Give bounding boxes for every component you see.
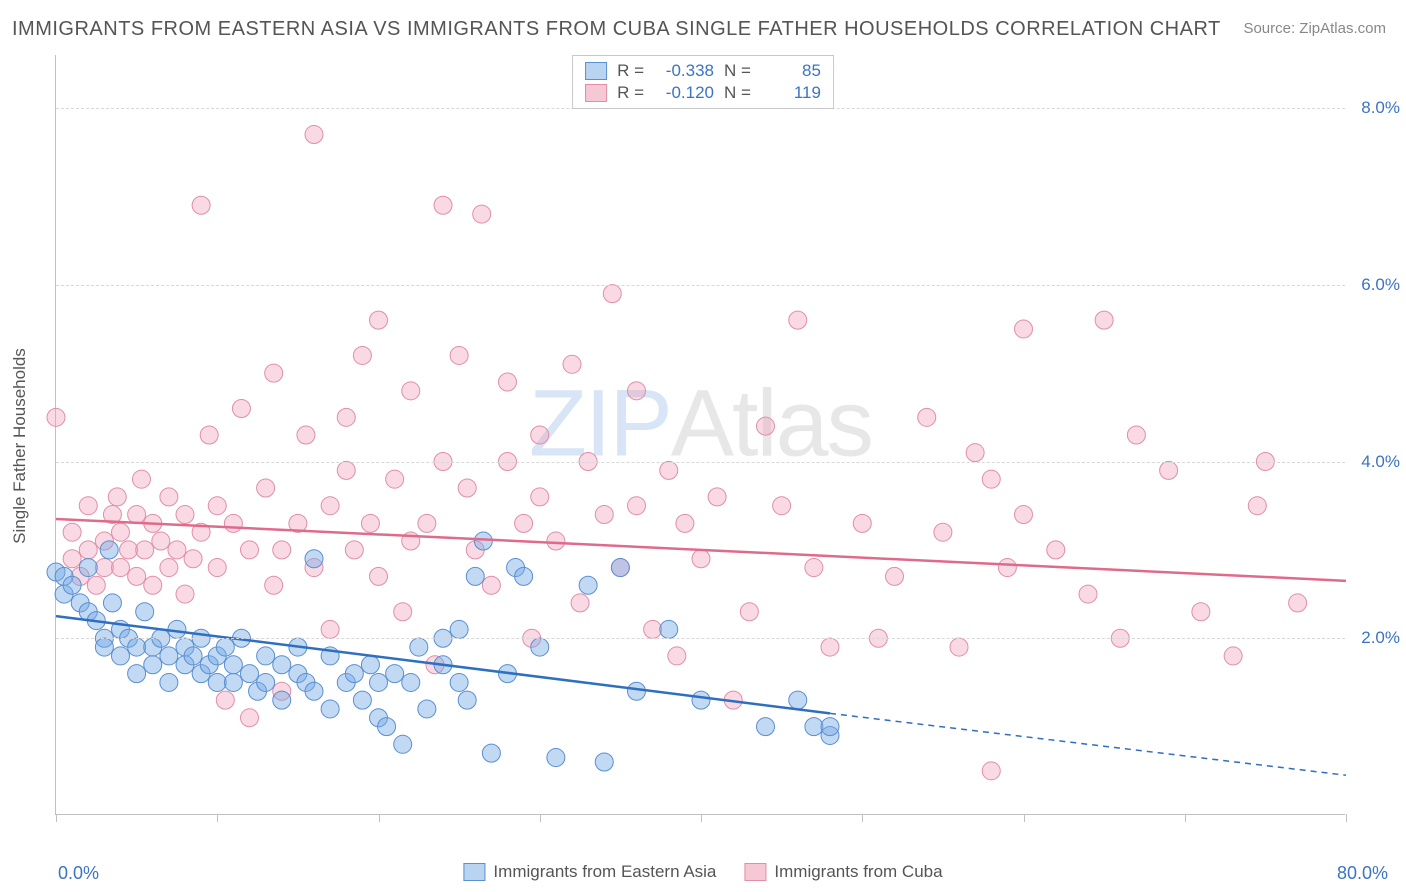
y-tick-label: 6.0%	[1350, 275, 1400, 295]
x-axis-max-label: 80.0%	[1337, 863, 1388, 884]
x-tick	[217, 814, 218, 822]
legend-swatch-series-a	[585, 62, 607, 80]
x-tick	[1346, 814, 1347, 822]
legend-n-label-b: N =	[724, 83, 751, 103]
legend-r-label-a: R =	[617, 61, 644, 81]
legend-n-value-a: 85	[761, 61, 821, 81]
legend-series: Immigrants from Eastern Asia Immigrants …	[463, 862, 942, 882]
legend-item-series-a: Immigrants from Eastern Asia	[463, 862, 716, 882]
y-tick-label: 8.0%	[1350, 98, 1400, 118]
plot-area: ZIPAtlas 2.0%4.0%6.0%8.0%	[55, 55, 1345, 815]
gridline	[56, 638, 1345, 639]
y-tick-label: 2.0%	[1350, 628, 1400, 648]
legend-item-series-b: Immigrants from Cuba	[744, 862, 942, 882]
legend-r-label-b: R =	[617, 83, 644, 103]
legend-bottom-label-a: Immigrants from Eastern Asia	[493, 862, 716, 882]
legend-bottom-swatch-a	[463, 863, 485, 881]
x-tick	[56, 814, 57, 822]
legend-n-label-a: N =	[724, 61, 751, 81]
legend-row-series-b: R = -0.120 N = 119	[585, 82, 821, 104]
y-axis-label: Single Father Households	[10, 348, 30, 544]
legend-swatch-series-b	[585, 84, 607, 102]
legend-correlation: R = -0.338 N = 85 R = -0.120 N = 119	[572, 55, 834, 109]
legend-r-value-b: -0.120	[654, 83, 714, 103]
source-label: Source: ZipAtlas.com	[1243, 20, 1386, 37]
legend-row-series-a: R = -0.338 N = 85	[585, 60, 821, 82]
legend-bottom-label-b: Immigrants from Cuba	[774, 862, 942, 882]
x-tick	[701, 814, 702, 822]
gridline	[56, 285, 1345, 286]
legend-n-value-b: 119	[761, 83, 821, 103]
x-tick	[379, 814, 380, 822]
x-tick	[1024, 814, 1025, 822]
y-tick-label: 4.0%	[1350, 452, 1400, 472]
x-tick	[1185, 814, 1186, 822]
chart-svg	[56, 55, 1345, 814]
chart-title: IMMIGRANTS FROM EASTERN ASIA VS IMMIGRAN…	[12, 18, 1221, 41]
x-tick	[862, 814, 863, 822]
x-axis-min-label: 0.0%	[58, 863, 99, 884]
legend-r-value-a: -0.338	[654, 61, 714, 81]
gridline	[56, 462, 1345, 463]
x-tick	[540, 814, 541, 822]
legend-bottom-swatch-b	[744, 863, 766, 881]
